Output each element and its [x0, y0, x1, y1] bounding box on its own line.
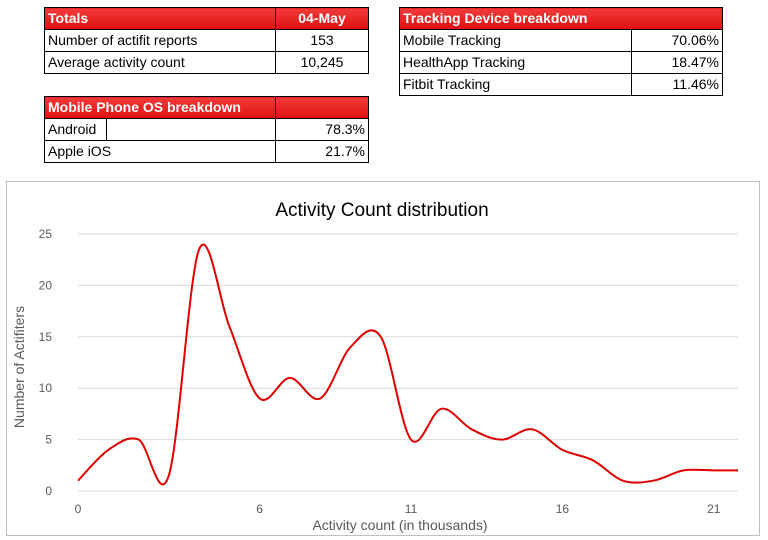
- os-row-label: Android: [44, 118, 276, 141]
- activity-chart: Activity Count distribution 0 5 10 15 20 25 0…: [6, 181, 760, 536]
- totals-header-label: Totals: [44, 7, 276, 30]
- table-row: Fitbit Tracking 11.46%: [399, 73, 724, 96]
- x-tick-label: 11: [405, 502, 418, 516]
- device-row-value: 18.47%: [630, 51, 724, 74]
- totals-row-value: 153: [275, 29, 369, 52]
- chart-title: Activity Count distribution: [275, 200, 488, 221]
- totals-row-label: Number of actifit reports: [44, 29, 276, 52]
- gridlines: [78, 233, 738, 492]
- chart-svg: Activity Count distribution 0 5 10 15 20 25 0…: [11, 200, 738, 533]
- table-row: Average activity count 10,245: [44, 51, 369, 74]
- totals-row-value: 10,245: [275, 51, 369, 74]
- totals-header-row: Totals 04-May: [44, 7, 369, 30]
- device-row-label: Fitbit Tracking: [399, 73, 632, 96]
- device-breakdown-title: Tracking Device breakdown: [399, 7, 723, 30]
- totals-row-label: Average activity count: [44, 51, 276, 74]
- x-tick-label: 16: [556, 502, 570, 516]
- os-breakdown-title: Mobile Phone OS breakdown: [44, 96, 276, 119]
- x-tick-label: 21: [707, 502, 721, 516]
- totals-table: Totals 04-May Number of actifit reports …: [44, 7, 369, 74]
- table-row: Mobile Tracking 70.06%: [399, 29, 724, 52]
- y-axis-label: Number of Actifiters: [11, 306, 27, 428]
- os-breakdown-table: Mobile Phone OS breakdown Android 78.3% …: [44, 96, 369, 163]
- os-row-label: Apple iOS: [44, 140, 276, 163]
- x-tick-labels: 0 6 11 16 21: [75, 502, 721, 516]
- device-breakdown-table: Tracking Device breakdown Mobile Trackin…: [399, 7, 724, 96]
- device-row-label: HealthApp Tracking: [399, 51, 632, 74]
- y-tick-labels: 0 5 10 15 20 25: [39, 227, 53, 498]
- table-row: Number of actifit reports 153: [44, 29, 369, 52]
- device-row-label: Mobile Tracking: [399, 29, 632, 52]
- table-row: HealthApp Tracking 18.47%: [399, 51, 724, 74]
- device-row-value: 70.06%: [630, 29, 724, 52]
- table-row: Apple iOS 21.7%: [44, 140, 369, 163]
- os-row-value: 21.7%: [275, 140, 369, 163]
- series-line: [77, 243, 738, 486]
- x-tick-label: 6: [256, 502, 263, 516]
- y-tick-label: 25: [39, 227, 53, 241]
- y-tick-label: 0: [45, 484, 52, 498]
- os-header-blank: [275, 96, 369, 119]
- y-tick-label: 10: [39, 381, 53, 395]
- totals-header-date: 04-May: [275, 7, 369, 30]
- y-tick-label: 15: [39, 330, 53, 344]
- y-tick-label: 5: [45, 433, 52, 447]
- table-row: Android 78.3%: [44, 118, 369, 141]
- os-row-value: 78.3%: [275, 118, 369, 141]
- os-header-row: Mobile Phone OS breakdown: [44, 96, 369, 119]
- android-cell-divider: [106, 119, 107, 140]
- x-tick-label: 0: [75, 502, 82, 516]
- y-tick-label: 20: [39, 278, 53, 292]
- device-row-value: 11.46%: [630, 73, 724, 96]
- device-header-row: Tracking Device breakdown: [399, 7, 723, 30]
- x-axis-label: Activity count (in thousands): [312, 517, 487, 533]
